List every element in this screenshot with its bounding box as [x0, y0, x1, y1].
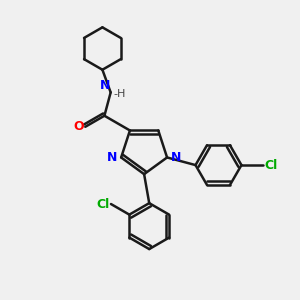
Text: -H: -H: [114, 89, 126, 99]
Text: Cl: Cl: [96, 197, 110, 211]
Text: N: N: [107, 151, 118, 164]
Text: N: N: [100, 80, 111, 92]
Text: N: N: [171, 151, 181, 164]
Text: O: O: [73, 120, 84, 133]
Text: Cl: Cl: [264, 159, 278, 172]
